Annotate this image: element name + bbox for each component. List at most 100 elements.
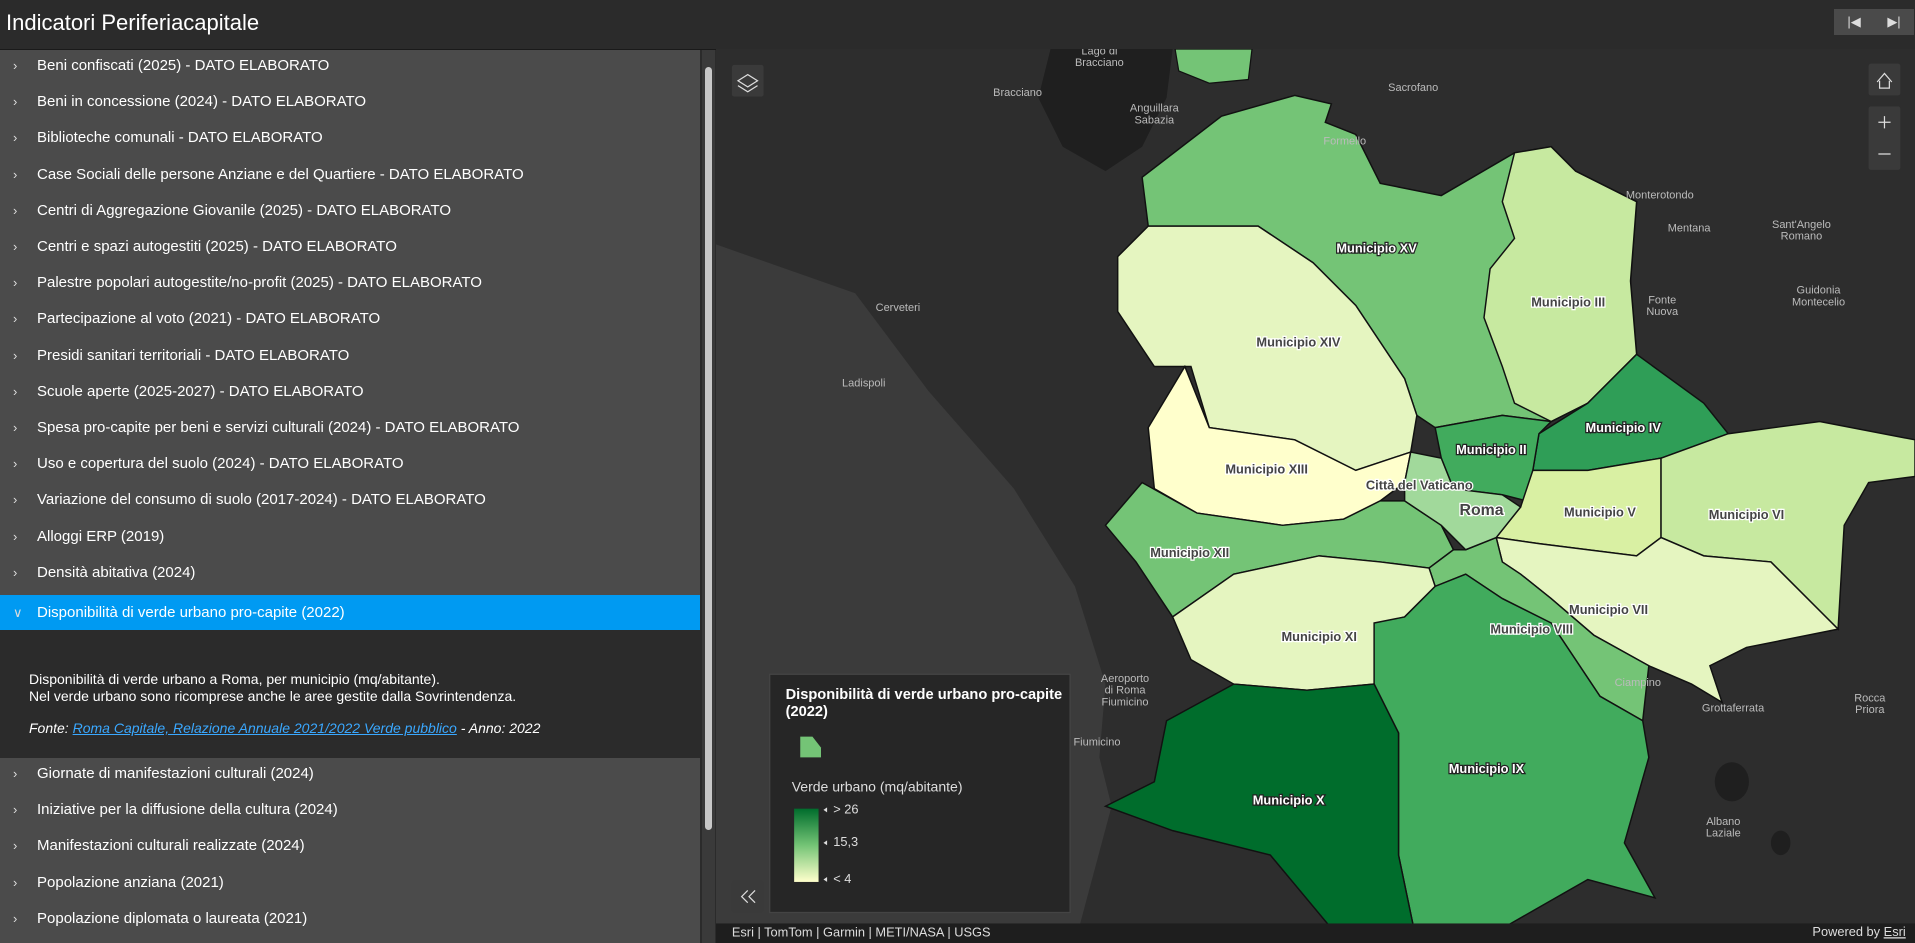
- place-label: Fiumicino: [1073, 737, 1120, 749]
- place-label: Bracciano: [1075, 57, 1124, 69]
- prev-button[interactable]: |◀: [1847, 14, 1861, 29]
- municipio-i: [1403, 451, 1522, 551]
- chevron: ›: [13, 130, 18, 146]
- source-label: Fonte:: [29, 720, 69, 736]
- place-label: Priora: [1855, 704, 1885, 716]
- layers-button[interactable]: [731, 64, 764, 97]
- layer-row-open[interactable]: ∨ Disponibilità di verde urbano pro-capit…: [0, 595, 700, 631]
- ramp-tick: [823, 840, 828, 846]
- place-label: Nuova: [1646, 306, 1679, 318]
- scroll-thumb[interactable]: [705, 67, 712, 830]
- layer-title: Popolazione diplomata o laureata (2021): [37, 909, 308, 927]
- source-link[interactable]: Roma Capitale, Relazione Annuale 2021/20…: [72, 720, 457, 736]
- place-label: Bracciano: [993, 87, 1042, 99]
- layer-row[interactable]: › Giornate di manifestazioni culturali (2…: [0, 756, 700, 792]
- chevron: ›: [13, 838, 18, 854]
- legend-title: Disponibilità di verde urbano pro-capite: [786, 687, 1063, 703]
- nav-buttons: |◀ ▶|: [1834, 9, 1914, 35]
- layer-title: Iniziative per la diffusione della cultu…: [37, 801, 338, 819]
- layer-row[interactable]: › Densità abitativa (2024): [0, 555, 700, 591]
- place-label: Rocca: [1854, 693, 1886, 705]
- map-label: Municipio VII: [1569, 602, 1648, 617]
- chevron: ›: [13, 528, 18, 544]
- place-label: Anguillara: [1130, 103, 1180, 115]
- powered-by: Powered by Esri: [1812, 925, 1905, 940]
- map-label: Città del Vaticano: [1366, 478, 1473, 493]
- map-label: Municipio VIII: [1490, 622, 1573, 637]
- layer-row[interactable]: › Popolazione anziana (2021): [0, 865, 700, 901]
- layer-title: Uso e copertura del suolo (2024) - DATO …: [37, 455, 404, 473]
- layer-title: Densità abitativa (2024): [37, 563, 196, 581]
- layer-row[interactable]: › Beni confiscati (2025) - DATO ELABORATO: [0, 50, 700, 84]
- map[interactable]: Municipio XV Municipio XIV Municipio III Mu…: [716, 49, 1915, 943]
- layer-row[interactable]: › Palestre popolari autogestite/no-profit…: [0, 265, 700, 301]
- ramp-label: > 26: [833, 801, 858, 816]
- map-label: Municipio III: [1531, 294, 1605, 309]
- layer-title: Centri di Aggregazione Giovanile (2025) …: [37, 201, 452, 219]
- map-label: Municipio XI: [1281, 629, 1356, 644]
- map-label: Municipio XIII: [1225, 462, 1308, 477]
- layer-title: Manifestazioni culturali realizzate (202…: [37, 837, 305, 855]
- attribution-bar: [716, 923, 1915, 943]
- layer-row[interactable]: › Spesa pro-capite per beni e servizi cul…: [0, 410, 700, 446]
- layer-title: Centri e spazi autogestiti (2025) - DATO…: [37, 238, 397, 255]
- layer-row[interactable]: › Uso e copertura del suolo (2024) - DATO…: [0, 446, 700, 482]
- app-title: Indicatori Periferiacapitale: [6, 10, 260, 35]
- place-label: Formello: [1323, 136, 1366, 148]
- home-button[interactable]: [1868, 63, 1901, 96]
- chevron: ›: [13, 166, 18, 182]
- source: Fonte: Roma Capitale, Relazione Annuale …: [29, 720, 540, 736]
- map-label: Municipio II: [1456, 442, 1526, 457]
- chevron: ›: [13, 492, 18, 508]
- chevron: ›: [13, 94, 18, 110]
- place-label: Monterotondo: [1626, 189, 1694, 201]
- source-year: - Anno: 2022: [460, 720, 541, 736]
- description-line: Nel verde urbano sono ricomprese anche l…: [29, 688, 517, 704]
- place-label: Sacrofano: [1388, 82, 1438, 94]
- layer-row[interactable]: › Case Sociali delle persone Anziane e de…: [0, 157, 700, 193]
- legend-field: Verde urbano (mq/abitante): [792, 779, 963, 795]
- layer-row[interactable]: › Partecipazione al voto (2021) - DATO EL…: [0, 301, 700, 337]
- layer-row[interactable]: › Variazione del consumo di suolo (2017-2…: [0, 482, 700, 518]
- layer-row[interactable]: › Centri di Aggregazione Giovanile (2025)…: [0, 193, 700, 229]
- chevron: ›: [13, 910, 18, 926]
- collapse-button[interactable]: [731, 880, 764, 913]
- ramp-tick: [823, 807, 828, 813]
- place-label: Romano: [1781, 230, 1823, 242]
- layer-title: Palestre popolari autogestite/no-profit …: [37, 274, 482, 292]
- layer-title: Alloggi ERP (2019): [37, 527, 165, 545]
- layer-row[interactable]: › Manifestazioni culturali realizzate (20…: [0, 828, 700, 864]
- layer-row[interactable]: › Iniziative per la diffusione della cult…: [0, 792, 700, 828]
- chevron: ›: [13, 383, 18, 399]
- place-label: Montecelio: [1792, 296, 1845, 308]
- collapse-icon: [740, 890, 756, 904]
- layer-title: Scuole aperte (2025-2027) - DATO ELABORA…: [37, 382, 364, 400]
- place-label: Fonte: [1648, 294, 1676, 306]
- zoom-buttons[interactable]: [1868, 106, 1901, 170]
- legend-title: (2022): [786, 704, 828, 720]
- layer-row[interactable]: › Beni in concessione (2024) - DATO ELABO…: [0, 84, 700, 120]
- place-label: Mentana: [1668, 222, 1712, 234]
- powered-link[interactable]: Esri: [1884, 925, 1906, 940]
- layer-row[interactable]: › Scuole aperte (2025-2027) - DATO ELABOR…: [0, 374, 700, 410]
- map-label: Municipio X: [1253, 793, 1325, 808]
- layer-row[interactable]: › Presidi sanitari territoriali - DATO EL…: [0, 338, 700, 374]
- layer-description: Disponibilità di verde urbano a Roma, pe…: [0, 630, 700, 758]
- layer-row[interactable]: › Biblioteche comunali - DATO ELABORATO: [0, 120, 700, 156]
- scrollbar[interactable]: [702, 50, 715, 943]
- layer-row[interactable]: › Alloggi ERP (2019): [0, 519, 700, 555]
- layer-title: Case Sociali delle persone Anziane e del…: [37, 165, 524, 183]
- layer-title: Partecipazione al voto (2021) - DATO ELA…: [37, 310, 381, 328]
- header: Indicatori Periferiacapitale |◀ ▶|: [0, 0, 1915, 50]
- layer-row[interactable]: › Centri e spazi autogestiti (2025) - DAT…: [0, 229, 700, 265]
- place-label: Fiumicino: [1102, 696, 1149, 708]
- map-label: Roma: [1460, 502, 1504, 519]
- layer-row[interactable]: › Popolazione diplomata o laureata (2021): [0, 901, 700, 937]
- next-button[interactable]: ▶|: [1887, 14, 1901, 29]
- map-label: Municipio IV: [1585, 420, 1661, 435]
- layers-icon: [736, 73, 759, 93]
- place-label: Laziale: [1706, 828, 1741, 840]
- place-label: Cerveteri: [876, 302, 921, 314]
